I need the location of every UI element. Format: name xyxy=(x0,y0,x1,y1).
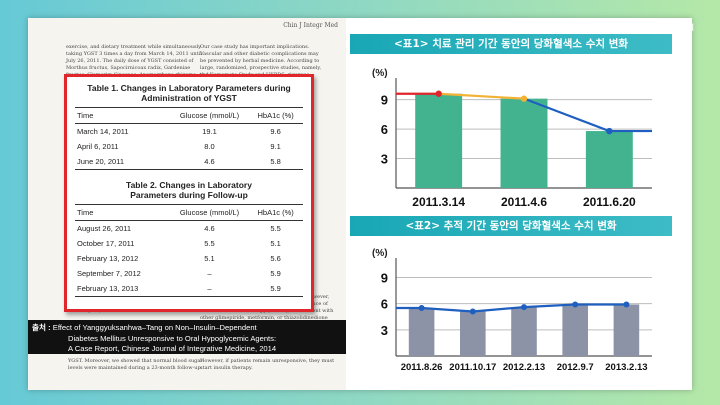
table-cell: 4.6 xyxy=(204,157,215,166)
table-cell: 5.8 xyxy=(270,157,281,166)
table-cell: 8.0 xyxy=(204,142,215,151)
bar xyxy=(562,304,588,356)
table-cell: 9.1 xyxy=(270,142,281,151)
y-tick-label: 6 xyxy=(381,122,388,137)
table-row: February 13, 2013 – 5.9 xyxy=(75,281,303,297)
y-axis-unit-label: (%) xyxy=(372,68,388,79)
data-point xyxy=(606,127,613,135)
table2-header-glucose: Glucose (mmol/L) xyxy=(170,204,249,221)
x-tick-label: 2011.8.26 xyxy=(401,362,443,373)
bar xyxy=(585,131,633,188)
paper-page: Chin J Integr Med exercise, and dietary … xyxy=(28,18,346,390)
y-tick-label: 9 xyxy=(381,270,388,285)
table2-caption-line2: Parameters during Follow-up xyxy=(130,190,248,200)
table-cell: April 6, 2011 xyxy=(77,142,119,151)
bar xyxy=(460,311,486,356)
x-tick-label: 2012.2.13 xyxy=(503,362,545,373)
source-line2: Diabetes Mellitus Unresponsive to Oral H… xyxy=(68,333,277,343)
table-cell: March 14, 2011 xyxy=(77,127,129,136)
data-point xyxy=(572,301,579,308)
bar xyxy=(613,304,640,356)
source-label: 출처 : xyxy=(32,323,51,332)
table-cell: – xyxy=(207,269,212,278)
bar xyxy=(408,308,435,356)
bar xyxy=(415,93,463,188)
table-cell: 5.5 xyxy=(204,239,215,248)
table-cell: 4.6 xyxy=(204,224,215,233)
chart1-hba1c-treatment: (%) 3 6 9 2011.3.14 2011.4.6 2011.6.20 xyxy=(372,68,652,209)
table-cell: 5.1 xyxy=(204,254,215,263)
bar xyxy=(500,98,548,188)
series-line-segment xyxy=(438,92,525,100)
table-cell: June 20, 2011 xyxy=(77,157,124,166)
bar xyxy=(511,307,537,356)
source-line3: A Case Report, Chinese Journal of Integr… xyxy=(68,344,277,353)
y-tick-label: 9 xyxy=(381,93,388,108)
table1-caption-line2: Administration of YGST xyxy=(141,93,237,103)
data-point xyxy=(418,305,425,311)
table-cell: 5.1 xyxy=(270,239,281,248)
y-tick-label: 3 xyxy=(381,323,388,338)
table-cell: 5.9 xyxy=(270,269,281,278)
x-tick-label: 2011.10.17 xyxy=(449,362,496,373)
table-cell: 9.6 xyxy=(270,127,281,136)
paper-footer-right: However, if patients remain unresponsive… xyxy=(200,358,335,371)
data-point xyxy=(469,308,476,315)
data-point xyxy=(521,304,527,311)
table2-header-time: Time xyxy=(75,204,171,221)
table-cell: – xyxy=(207,284,212,293)
table-cell: 19.1 xyxy=(202,127,217,136)
series-line xyxy=(396,303,627,313)
x-tick-label: 2011.6.20 xyxy=(583,195,636,209)
table-cell: February 13, 2012 xyxy=(77,254,139,263)
table-cell: 5.9 xyxy=(270,284,281,293)
paper-footer-left: YGST. Moreover, we showed that normal bl… xyxy=(68,358,203,371)
journal-header: Chin J Integr Med xyxy=(283,22,338,29)
table1-header-time: Time xyxy=(75,107,171,124)
y-tick-label: 6 xyxy=(381,297,388,312)
series-line-segment xyxy=(523,97,610,133)
x-tick-label: 2012.9.7 xyxy=(557,362,594,373)
chart1-title: <표1> 치료 관리 기간 동안의 당화혈색소 수치 변화 xyxy=(350,34,672,54)
chart2-hba1c-followup: (%) 3 6 9 2011.8.26 2011.10.17 2012.2.13 2012.9… xyxy=(372,248,652,373)
table-row: February 13, 2012 5.1 5.6 xyxy=(75,251,303,266)
table-cell: August 26, 2011 xyxy=(77,224,132,233)
table-row: April 6, 2011 8.0 9.1 xyxy=(75,139,303,154)
chart2-title: <표2> 추적 기간 동안의 당화혈색소 수치 변화 xyxy=(350,216,672,236)
table-row: March 14, 2011 19.1 9.6 xyxy=(75,124,303,140)
x-tick-label: 2011.3.14 xyxy=(412,195,465,209)
table-cell: 5.6 xyxy=(270,254,281,263)
table1-header-hba1c: HbA1c (%) xyxy=(248,107,303,124)
table-row: September 7, 2012 – 5.9 xyxy=(75,266,303,281)
table-cell: September 7, 2012 xyxy=(77,269,141,278)
data-point xyxy=(435,90,442,97)
data-point xyxy=(623,301,630,308)
table2-header-hba1c: HbA1c (%) xyxy=(248,204,303,221)
source-caption: 출처 : Effect of Yanggyuksanhwa–Tang on No… xyxy=(28,320,346,354)
source-line1: Effect of Yanggyuksanhwa–Tang on Non–Ins… xyxy=(52,323,257,332)
highlighted-tables: Table 1. Changes in Laboratory Parameter… xyxy=(64,74,314,312)
table-row: October 17, 2011 5.5 5.1 xyxy=(75,236,303,251)
content-panel: Chin J Integr Med exercise, and dietary … xyxy=(28,18,692,390)
table2-caption-line1: Table 2. Changes in Laboratory xyxy=(126,180,252,190)
table1-header-glucose: Glucose (mmol/L) xyxy=(170,107,249,124)
table1: Time Glucose (mmol/L) HbA1c (%) March 14… xyxy=(75,107,303,170)
table-row: June 20, 2011 4.6 5.8 xyxy=(75,154,303,170)
table-cell: 5.5 xyxy=(270,224,281,233)
table-cell: October 17, 2011 xyxy=(77,239,135,248)
table-cell: February 13, 2013 xyxy=(77,284,139,293)
table-row: August 26, 2011 4.6 5.5 xyxy=(75,221,303,237)
y-axis-unit-label: (%) xyxy=(372,248,388,259)
y-tick-label: 3 xyxy=(381,152,388,167)
data-point xyxy=(520,95,528,102)
ytn-watermark: YTN xyxy=(672,22,694,34)
x-tick-label: 2013.2.13 xyxy=(605,362,647,373)
x-tick-label: 2011.4.6 xyxy=(501,195,547,209)
table2: Time Glucose (mmol/L) HbA1c (%) August 2… xyxy=(75,204,303,297)
table1-caption-line1: Table 1. Changes in Laboratory Parameter… xyxy=(87,83,291,93)
